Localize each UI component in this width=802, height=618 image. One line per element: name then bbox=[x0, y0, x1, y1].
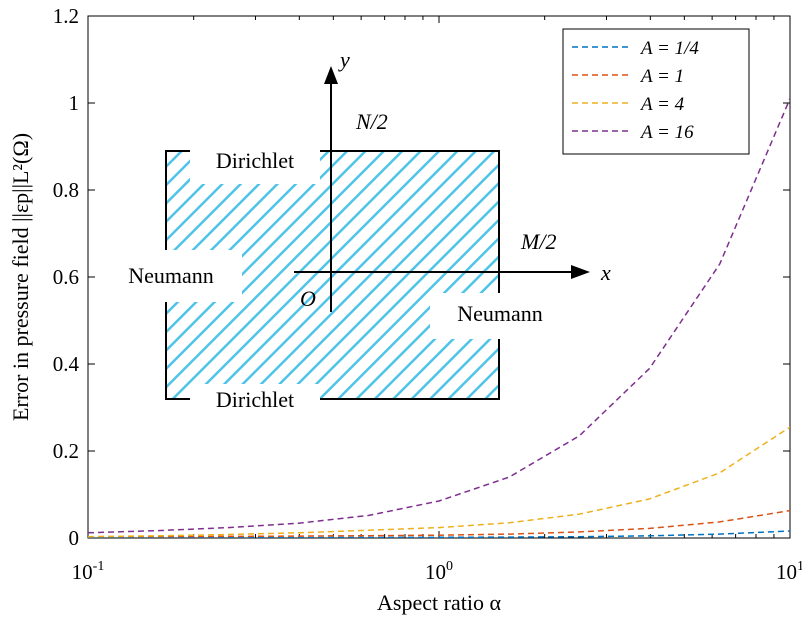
series-group bbox=[88, 98, 790, 538]
series-line bbox=[88, 530, 790, 538]
inset-x-label: x bbox=[600, 260, 611, 285]
bottom-label-bg bbox=[190, 384, 320, 418]
half-height-label: N/2 bbox=[355, 109, 388, 134]
y-arrowhead bbox=[324, 66, 338, 84]
y-tick-label: 1.2 bbox=[53, 4, 79, 28]
x-tick-labels: 10-1 100 101 bbox=[72, 559, 802, 584]
y-tick-label: 0.8 bbox=[53, 178, 79, 202]
legend-label: A = 1/4 bbox=[639, 38, 699, 59]
legend-label: A = 4 bbox=[639, 94, 685, 115]
legend-label: A = 16 bbox=[639, 122, 694, 143]
legend-box bbox=[562, 28, 750, 155]
y-tick-labels: 0 0.2 0.4 0.6 0.8 1 1.2 bbox=[53, 4, 80, 550]
y-tick-label: 1 bbox=[69, 91, 80, 115]
y-tick-label: 0 bbox=[69, 526, 80, 550]
x-tick-label: 10-1 bbox=[72, 559, 105, 584]
neumann-left-label: Neumann bbox=[128, 263, 214, 288]
x-tick-label: 100 bbox=[425, 559, 453, 584]
left-label-bg bbox=[100, 250, 242, 302]
inset-diagram: Dirichlet Dirichlet Neumann Neumann y x … bbox=[100, 47, 611, 418]
x-arrowhead bbox=[571, 265, 590, 279]
inset-y-label: y bbox=[338, 47, 350, 72]
top-label-bg bbox=[190, 140, 320, 184]
series-line bbox=[88, 98, 790, 534]
series-line bbox=[88, 509, 790, 538]
y-axis-label: Error in pressure field ||εp||L²(Ω) bbox=[8, 133, 33, 421]
y-tick-label: 0.6 bbox=[53, 265, 79, 289]
dirichlet-bottom-label: Dirichlet bbox=[216, 387, 294, 412]
origin-label: O bbox=[300, 286, 316, 311]
right-label-bg bbox=[430, 293, 558, 339]
neumann-right-label: Neumann bbox=[457, 301, 543, 326]
legend: A = 1/4 A = 1 A = 4 A = 16 bbox=[562, 28, 750, 155]
half-width-label: M/2 bbox=[520, 229, 556, 254]
y-tick-label: 0.2 bbox=[53, 439, 79, 463]
series-line bbox=[88, 426, 790, 538]
y-tick-label: 0.4 bbox=[53, 352, 80, 376]
dirichlet-top-label: Dirichlet bbox=[216, 148, 294, 173]
x-tick-label: 101 bbox=[776, 559, 802, 584]
x-axis-label: Aspect ratio α bbox=[377, 590, 501, 615]
legend-label: A = 1 bbox=[639, 66, 684, 87]
